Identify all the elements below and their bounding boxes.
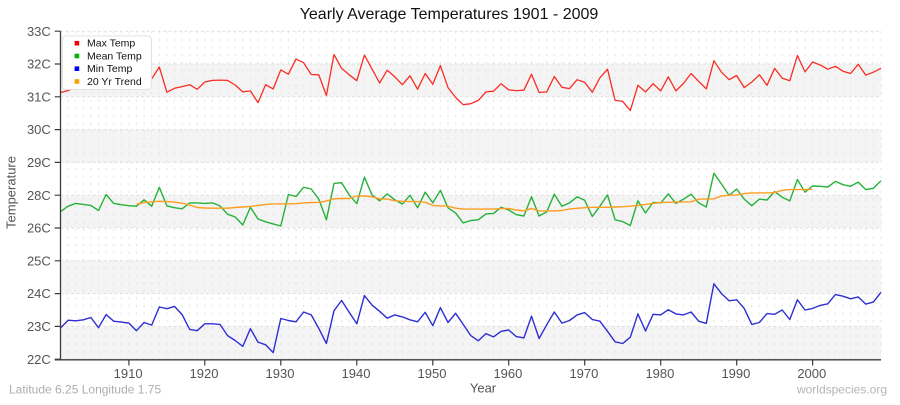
svg-text:1940: 1940 xyxy=(342,366,371,381)
svg-text:2000: 2000 xyxy=(797,366,826,381)
svg-text:1970: 1970 xyxy=(569,366,598,381)
svg-text:33C: 33C xyxy=(27,24,51,39)
svg-text:28C: 28C xyxy=(27,188,51,203)
svg-text:Min Temp: Min Temp xyxy=(87,63,132,75)
svg-text:Latitude 6.25 Longitude 1.75: Latitude 6.25 Longitude 1.75 xyxy=(9,383,161,397)
svg-text:25C: 25C xyxy=(27,253,51,268)
svg-text:23C: 23C xyxy=(27,319,51,334)
svg-text:1990: 1990 xyxy=(721,366,750,381)
svg-text:Yearly Average Temperatures 19: Yearly Average Temperatures 1901 - 2009 xyxy=(300,6,599,23)
svg-text:Year: Year xyxy=(470,381,497,396)
svg-text:Temperature: Temperature xyxy=(4,156,19,229)
svg-text:1960: 1960 xyxy=(493,366,522,381)
svg-text:24C: 24C xyxy=(27,286,51,301)
svg-text:1920: 1920 xyxy=(190,366,219,381)
svg-text:Mean Temp: Mean Temp xyxy=(87,50,142,62)
svg-text:30C: 30C xyxy=(27,122,51,137)
svg-text:worldspecies.org: worldspecies.org xyxy=(796,383,887,397)
svg-text:29C: 29C xyxy=(27,155,51,170)
svg-text:Max Temp: Max Temp xyxy=(87,38,135,50)
svg-text:1930: 1930 xyxy=(266,366,295,381)
svg-text:22C: 22C xyxy=(27,352,51,367)
svg-text:1950: 1950 xyxy=(418,366,447,381)
svg-text:26C: 26C xyxy=(27,221,51,236)
svg-text:20 Yr Trend: 20 Yr Trend xyxy=(87,76,142,88)
svg-text:31C: 31C xyxy=(27,89,51,104)
svg-text:1910: 1910 xyxy=(114,366,143,381)
svg-text:32C: 32C xyxy=(27,57,51,72)
svg-text:1980: 1980 xyxy=(645,366,674,381)
